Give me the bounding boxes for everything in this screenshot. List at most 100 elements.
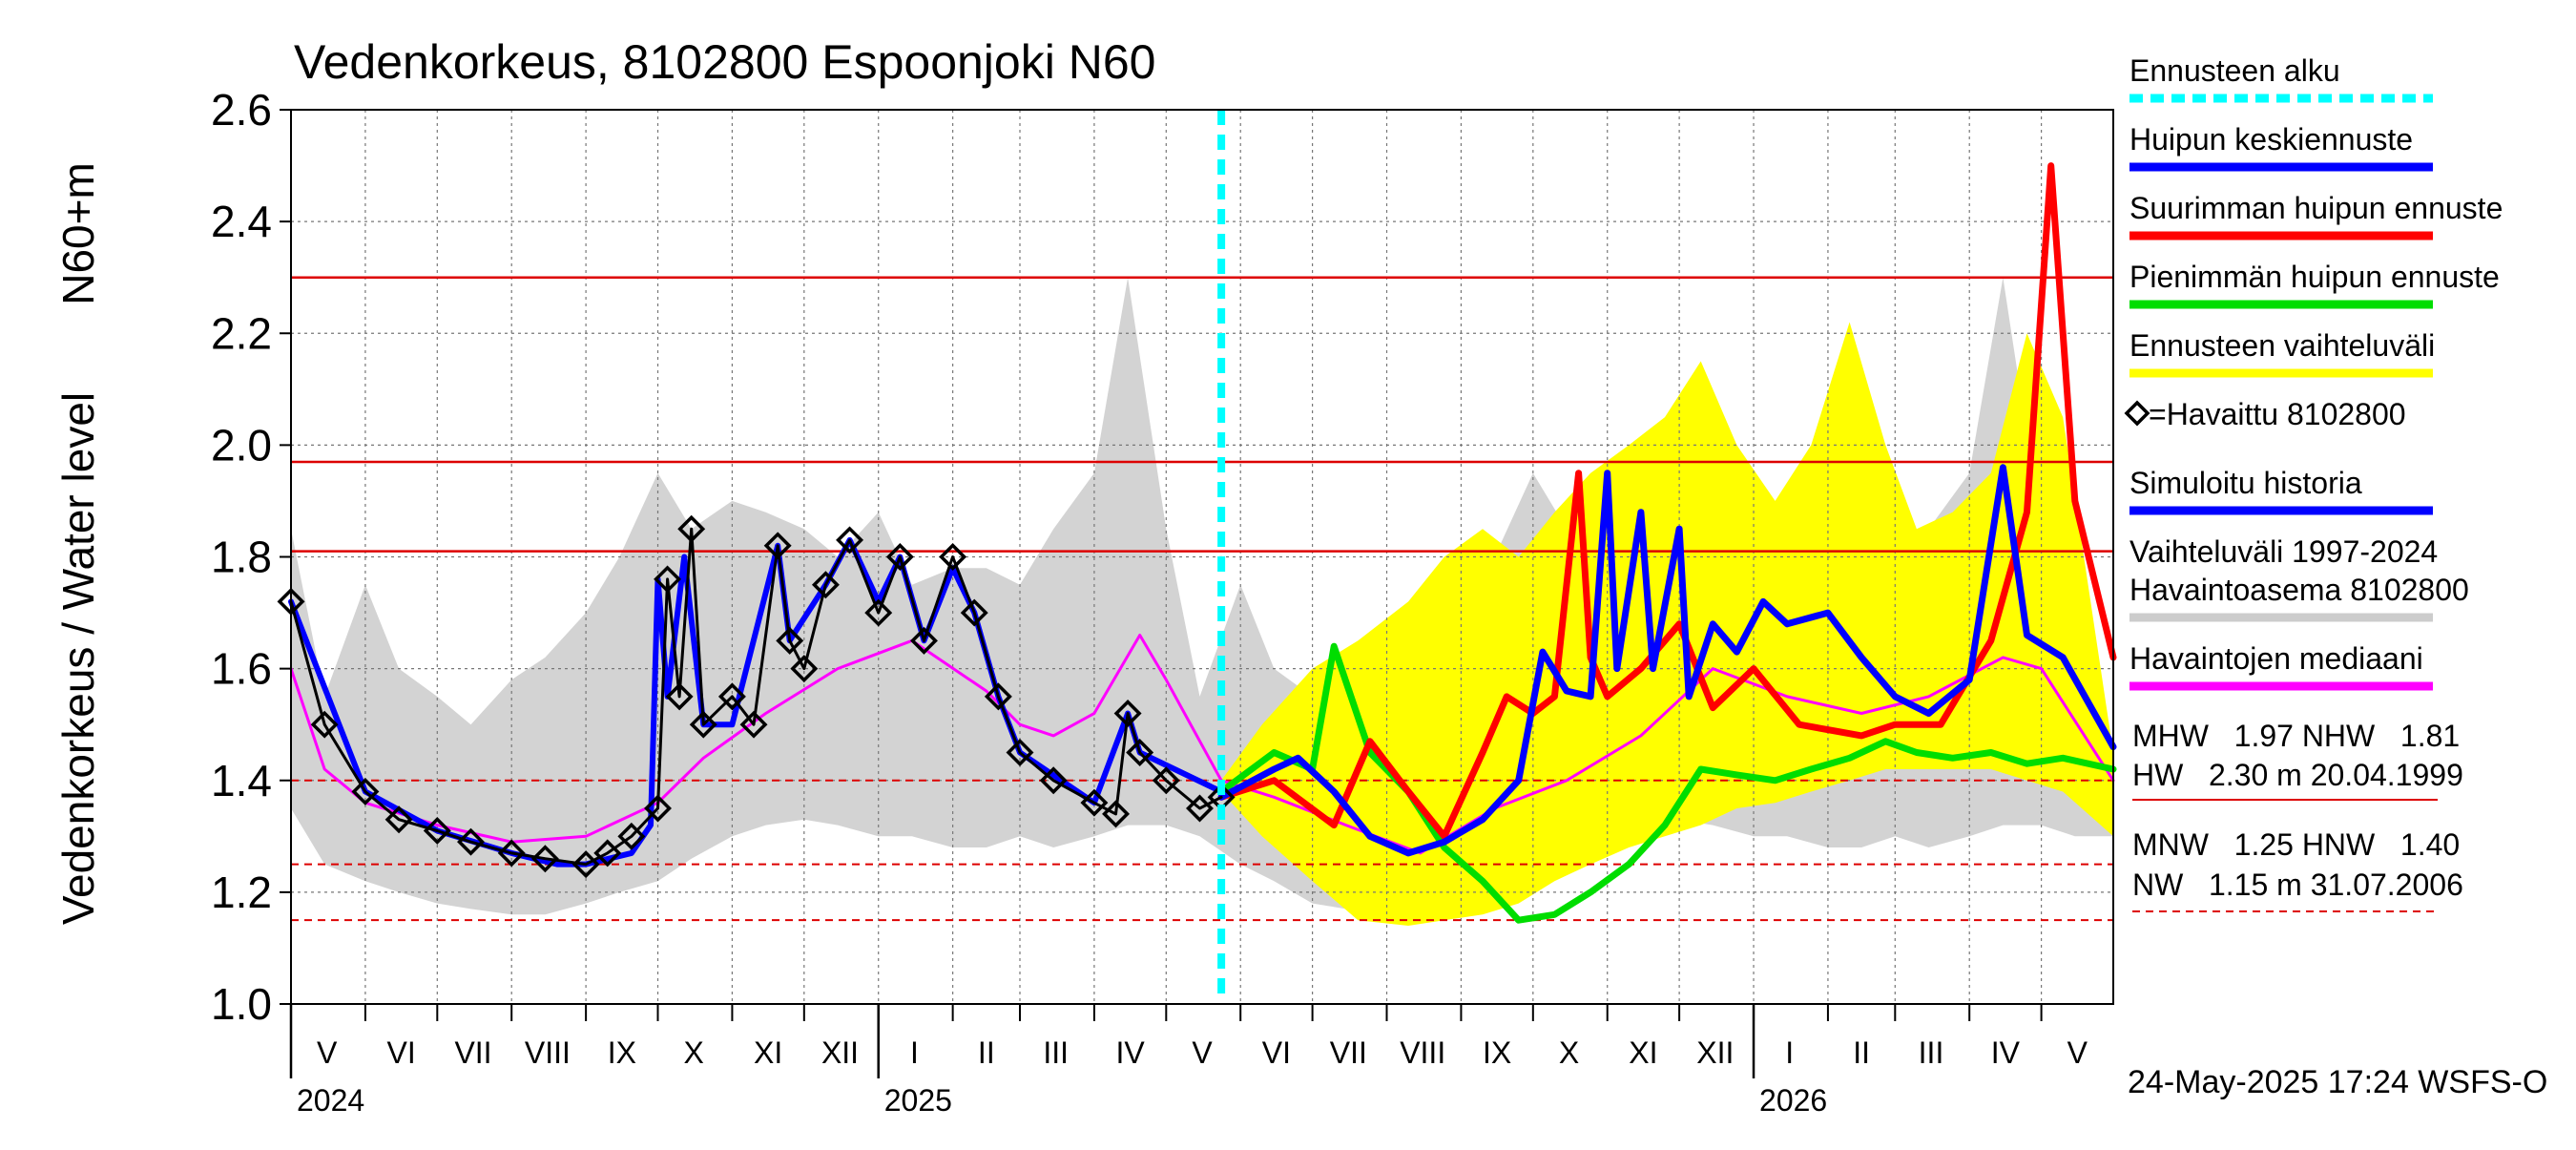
legend-label: Havaintoasema 8102800 bbox=[2129, 573, 2469, 607]
legend-label: Simuloitu historia bbox=[2129, 466, 2362, 500]
legend: Ennusteen alku Huipun keskiennuste Suurimm… bbox=[2124, 53, 2503, 691]
series-line bbox=[1217, 162, 2117, 840]
y-tick-label: 2.4 bbox=[211, 197, 272, 246]
observed-point bbox=[776, 626, 804, 655]
observed-point bbox=[1039, 766, 1068, 795]
legend-label: Pienimmän huipun ennuste bbox=[2129, 260, 2500, 294]
observed-point bbox=[717, 682, 746, 711]
observed-point bbox=[864, 598, 893, 627]
observed-point bbox=[763, 532, 792, 560]
observed-point bbox=[1126, 738, 1154, 766]
series-lines bbox=[288, 162, 2117, 924]
legend-label: Huipun keskiennuste bbox=[2129, 122, 2413, 157]
stats-line-1: MHW 1.97 NHW 1.81 bbox=[2132, 719, 2460, 753]
observed-point bbox=[909, 626, 938, 655]
observed-point bbox=[1113, 700, 1142, 727]
x-month-label: X bbox=[1559, 1035, 1579, 1070]
observed-point bbox=[689, 710, 717, 739]
stats-line-3: MNW 1.25 HNW 1.40 bbox=[2132, 827, 2460, 862]
x-month-label: IX bbox=[608, 1035, 636, 1070]
series-line bbox=[1217, 642, 2117, 924]
x-month-label: III bbox=[1043, 1035, 1069, 1070]
legend-marker bbox=[2124, 400, 2150, 427]
y-tick-label: 1.6 bbox=[211, 644, 272, 694]
observed-point bbox=[665, 682, 694, 711]
x-month-label: IX bbox=[1483, 1035, 1511, 1070]
observed-point bbox=[1080, 788, 1109, 817]
legend-label: Vaihteluväli 1997-2024 bbox=[2129, 534, 2438, 569]
observed-point bbox=[457, 827, 485, 856]
observed-point bbox=[423, 816, 451, 845]
observed-point bbox=[654, 565, 682, 594]
y-tick-label: 2.0 bbox=[211, 420, 272, 470]
forecast-range-area bbox=[1221, 322, 2113, 926]
x-month-label: XII bbox=[1696, 1035, 1734, 1070]
observed-point bbox=[885, 543, 914, 571]
x-month-label: VI bbox=[386, 1035, 415, 1070]
observed-point bbox=[790, 655, 819, 683]
observed-point bbox=[677, 514, 706, 543]
x-month-label: VIII bbox=[1400, 1035, 1445, 1070]
observed-point bbox=[960, 598, 988, 627]
y-tick-label: 2.2 bbox=[211, 308, 272, 358]
legend-label: Havaintojen mediaani bbox=[2129, 641, 2423, 676]
x-month-label: XI bbox=[754, 1035, 782, 1070]
observed-point bbox=[939, 543, 967, 571]
observed-point bbox=[593, 839, 622, 868]
legend-label: =Havaittu 8102800 bbox=[2149, 397, 2406, 431]
y-tick-label: 1.0 bbox=[211, 979, 272, 1029]
statistics-box: MHW 1.97 NHW 1.81 HW 2.30 m 20.04.1999 M… bbox=[2132, 719, 2463, 912]
x-month-label: XII bbox=[821, 1035, 859, 1070]
x-month-label: II bbox=[978, 1035, 995, 1070]
x-month-label: IV bbox=[1991, 1035, 2021, 1070]
observed-point bbox=[1152, 766, 1180, 795]
observed-point bbox=[836, 526, 864, 554]
x-year-label: 2026 bbox=[1759, 1083, 1827, 1118]
observed-point bbox=[739, 710, 768, 739]
y-axis: 1.0 1.2 1.4 1.6 1.8 2.0 2.2 2.4 2.6 bbox=[211, 85, 291, 1029]
x-month-label: VIII bbox=[525, 1035, 571, 1070]
observed-point bbox=[1102, 800, 1131, 828]
observed-point bbox=[984, 682, 1012, 711]
observed-point bbox=[497, 839, 526, 868]
x-month-label: XI bbox=[1629, 1035, 1657, 1070]
observed-point bbox=[310, 710, 339, 739]
x-month-label: III bbox=[1919, 1035, 1944, 1070]
observed-point bbox=[571, 850, 600, 879]
x-month-label: VI bbox=[1262, 1035, 1291, 1070]
observed-point bbox=[351, 777, 380, 805]
observed-point bbox=[384, 805, 413, 834]
grid bbox=[291, 109, 2113, 1005]
y-tick-label: 1.8 bbox=[211, 533, 272, 582]
x-month-label: VII bbox=[454, 1035, 491, 1070]
y-axis-unit-label: N60+m bbox=[53, 162, 103, 305]
series-line bbox=[289, 634, 2115, 855]
y-axis-label: Vedenkorkeus / Water level bbox=[53, 392, 103, 925]
legend-label: Ennusteen alku bbox=[2129, 53, 2340, 88]
y-tick-label: 1.4 bbox=[211, 756, 272, 805]
stats-line-4: NW 1.15 m 31.07.2006 bbox=[2132, 868, 2463, 902]
legend-label: Suurimman huipun ennuste bbox=[2129, 191, 2503, 225]
x-month-label: IV bbox=[1115, 1035, 1145, 1070]
observed-point bbox=[617, 822, 646, 850]
x-month-label: V bbox=[2067, 1035, 2088, 1070]
x-year-label: 2025 bbox=[884, 1083, 952, 1118]
observed-markers bbox=[277, 514, 1236, 879]
y-tick-label: 1.2 bbox=[211, 868, 272, 917]
x-month-label: II bbox=[1853, 1035, 1870, 1070]
x-month-label: VII bbox=[1330, 1035, 1367, 1070]
observed-point bbox=[530, 845, 559, 873]
x-axis: V VI VII VIII IX X XI XII I II III IV V VI VII VIII IX X X… bbox=[289, 1004, 2088, 1118]
observed-point bbox=[811, 571, 840, 599]
y-tick-label: 2.6 bbox=[211, 85, 272, 135]
x-month-label: I bbox=[1785, 1035, 1794, 1070]
x-month-label: X bbox=[684, 1035, 704, 1070]
forecast-range-band bbox=[1221, 322, 2113, 926]
x-month-label: V bbox=[1192, 1035, 1213, 1070]
stats-line-2: HW 2.30 m 20.04.1999 bbox=[2132, 758, 2463, 792]
series-line bbox=[1217, 464, 2117, 857]
observed-point bbox=[1006, 738, 1034, 766]
observed-point bbox=[1186, 794, 1214, 823]
